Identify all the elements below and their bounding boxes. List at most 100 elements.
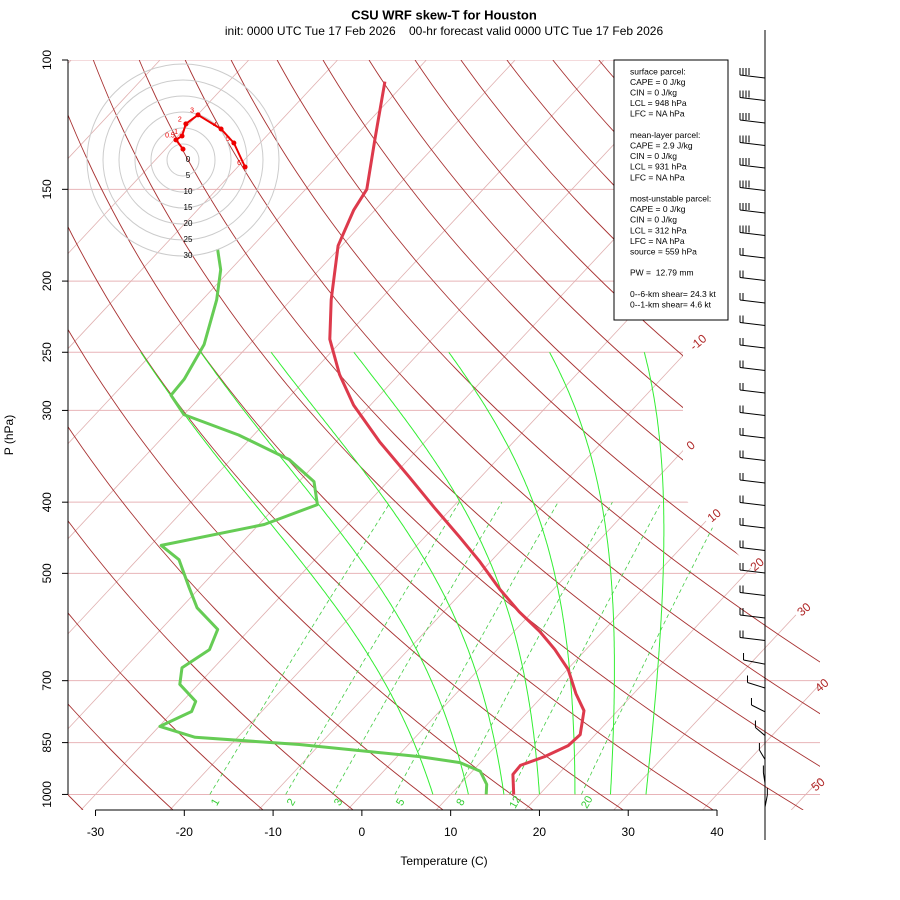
- isotherm: [258, 60, 820, 810]
- moist-adiabat: [448, 352, 576, 795]
- isotherm-label: 10: [705, 506, 724, 526]
- mixing-ratio-line: [454, 502, 613, 795]
- wind-barb: [739, 389, 766, 394]
- hodograph-height-label: 6: [237, 160, 241, 167]
- wind-barb: [739, 142, 766, 146]
- hodograph-height-label: 3: [190, 108, 194, 115]
- parcel-info-line: most-unstable parcel:: [630, 193, 711, 203]
- parcel-info-line: LCL = 312 hPa: [630, 225, 687, 235]
- moist-adiabat: [200, 352, 469, 795]
- parcel-info-line: CAPE = 0 J/kg: [630, 204, 686, 214]
- wind-barb: [739, 614, 766, 619]
- wind-barb: [762, 772, 766, 784]
- hodograph-point: [218, 126, 224, 132]
- wind-barb: [739, 344, 766, 349]
- parcel-info-line: CAPE = 0 J/kg: [630, 77, 686, 87]
- dry-adiabat: [230, 60, 820, 810]
- y-tick-label: 1000: [40, 781, 54, 808]
- moist-adiabat: [353, 351, 540, 795]
- chart-title: CSU WRF skew-T for Houston: [351, 7, 537, 22]
- dry-adiabat: [875, 60, 900, 810]
- wind-barb: [739, 434, 766, 439]
- hodograph-ring-label: 30: [184, 251, 193, 260]
- mixing-ratio-line: [394, 502, 559, 795]
- y-tick-label: 100: [40, 50, 54, 70]
- dry-adiabat: [68, 60, 714, 810]
- hodograph-ring: [134, 111, 232, 209]
- y-tick-label: 250: [40, 342, 54, 362]
- y-tick-label: 700: [40, 670, 54, 690]
- dry-adiabat: [68, 60, 264, 810]
- parcel-info-line: PW = 12.79 mm: [630, 268, 694, 278]
- isotherm: [68, 60, 161, 810]
- y-tick-label: 500: [40, 563, 54, 583]
- isotherm: [524, 60, 820, 810]
- parcel-info-line: LCL = 948 hPa: [630, 98, 687, 108]
- mixing-ratio-line: [332, 501, 503, 795]
- mixing-ratio-label: 2: [285, 797, 298, 808]
- y-axis-label: P (hPa): [2, 415, 16, 455]
- hodograph-ring: [166, 143, 200, 177]
- hodograph-ring: [118, 95, 248, 225]
- y-tick-label: 150: [40, 179, 54, 199]
- wind-barb: [739, 232, 766, 236]
- mixing-ratio-label: 3: [332, 797, 345, 808]
- parcel-info-line: CAPE = 2.9 J/kg: [630, 140, 693, 150]
- dry-adiabat: [782, 60, 820, 810]
- hodograph-ring-label: 20: [184, 219, 193, 228]
- foreground: 0 5 10 15 20 25 30 0.512 3 4 5 6: [86, 63, 586, 795]
- wind-barb: [739, 502, 766, 506]
- wind-barb: [739, 592, 766, 596]
- y-tick-label: 300: [40, 400, 54, 420]
- wind-barb: [739, 164, 766, 169]
- dry-adiabat: [322, 60, 820, 810]
- hodograph-height-label: 4: [213, 122, 217, 129]
- parcel-info-line: CIN = 0 J/kg: [630, 215, 677, 225]
- moist-adiabat: [549, 352, 615, 795]
- hodograph-height-label: 5: [226, 136, 230, 143]
- mixing-ratio-label: 8: [454, 797, 467, 808]
- hodograph-point: [173, 137, 179, 143]
- hodograph-point: [195, 112, 201, 118]
- wind-barb: [751, 704, 766, 713]
- parcel-info-line: LFC = NA hPa: [630, 172, 685, 182]
- parcel-info-line: LFC = NA hPa: [630, 236, 685, 246]
- parcel-info-line: 0--1-km shear= 4.6 kt: [630, 299, 712, 309]
- wind-barb: [739, 254, 766, 259]
- moist-adiabat: [140, 352, 434, 795]
- dry-adiabat: [68, 60, 354, 810]
- mixing-ratio-label: 1: [209, 797, 222, 808]
- wind-barb: [739, 322, 766, 326]
- parcel-info-line: mean-layer parcel:: [630, 130, 700, 140]
- x-tick-label: -30: [87, 825, 105, 839]
- isotherm: [68, 60, 693, 810]
- isotherm: [68, 60, 250, 810]
- isotherm-label: 30: [794, 600, 813, 620]
- dry-adiabat: [68, 60, 534, 810]
- hodograph-height-label: 1: [174, 129, 178, 136]
- mixing-ratio-label: 20: [579, 794, 596, 811]
- wind-barb: [755, 727, 766, 737]
- parcel-info-line: source = 559 hPa: [630, 246, 697, 256]
- isotherm: [68, 60, 338, 810]
- x-tick-label: 10: [444, 825, 458, 839]
- x-tick-label: -20: [176, 825, 194, 839]
- hodograph-point: [179, 133, 185, 139]
- mixing-ratio-line: [509, 502, 662, 795]
- hodograph-point: [180, 146, 186, 152]
- isotherm: [68, 60, 427, 810]
- y-tick-label: 200: [40, 271, 54, 291]
- parcel-info-line: 0--6-km shear= 24.3 kt: [630, 289, 716, 299]
- wind-barb: [739, 299, 766, 304]
- parcel-info-line: LFC = NA hPa: [630, 109, 685, 119]
- hodograph-height-label: 2: [178, 117, 182, 124]
- dry-adiabat: [184, 60, 820, 810]
- isotherm: [880, 60, 900, 810]
- dry-adiabat: [460, 60, 820, 810]
- dry-adiabat: [736, 60, 820, 810]
- wind-barb: [739, 119, 766, 124]
- dewpoint-line: [158, 248, 489, 795]
- parcel-info-line: CIN = 0 J/kg: [630, 151, 677, 161]
- chart-subtitle: init: 0000 UTC Tue 17 Feb 2026 00-hr for…: [225, 24, 664, 38]
